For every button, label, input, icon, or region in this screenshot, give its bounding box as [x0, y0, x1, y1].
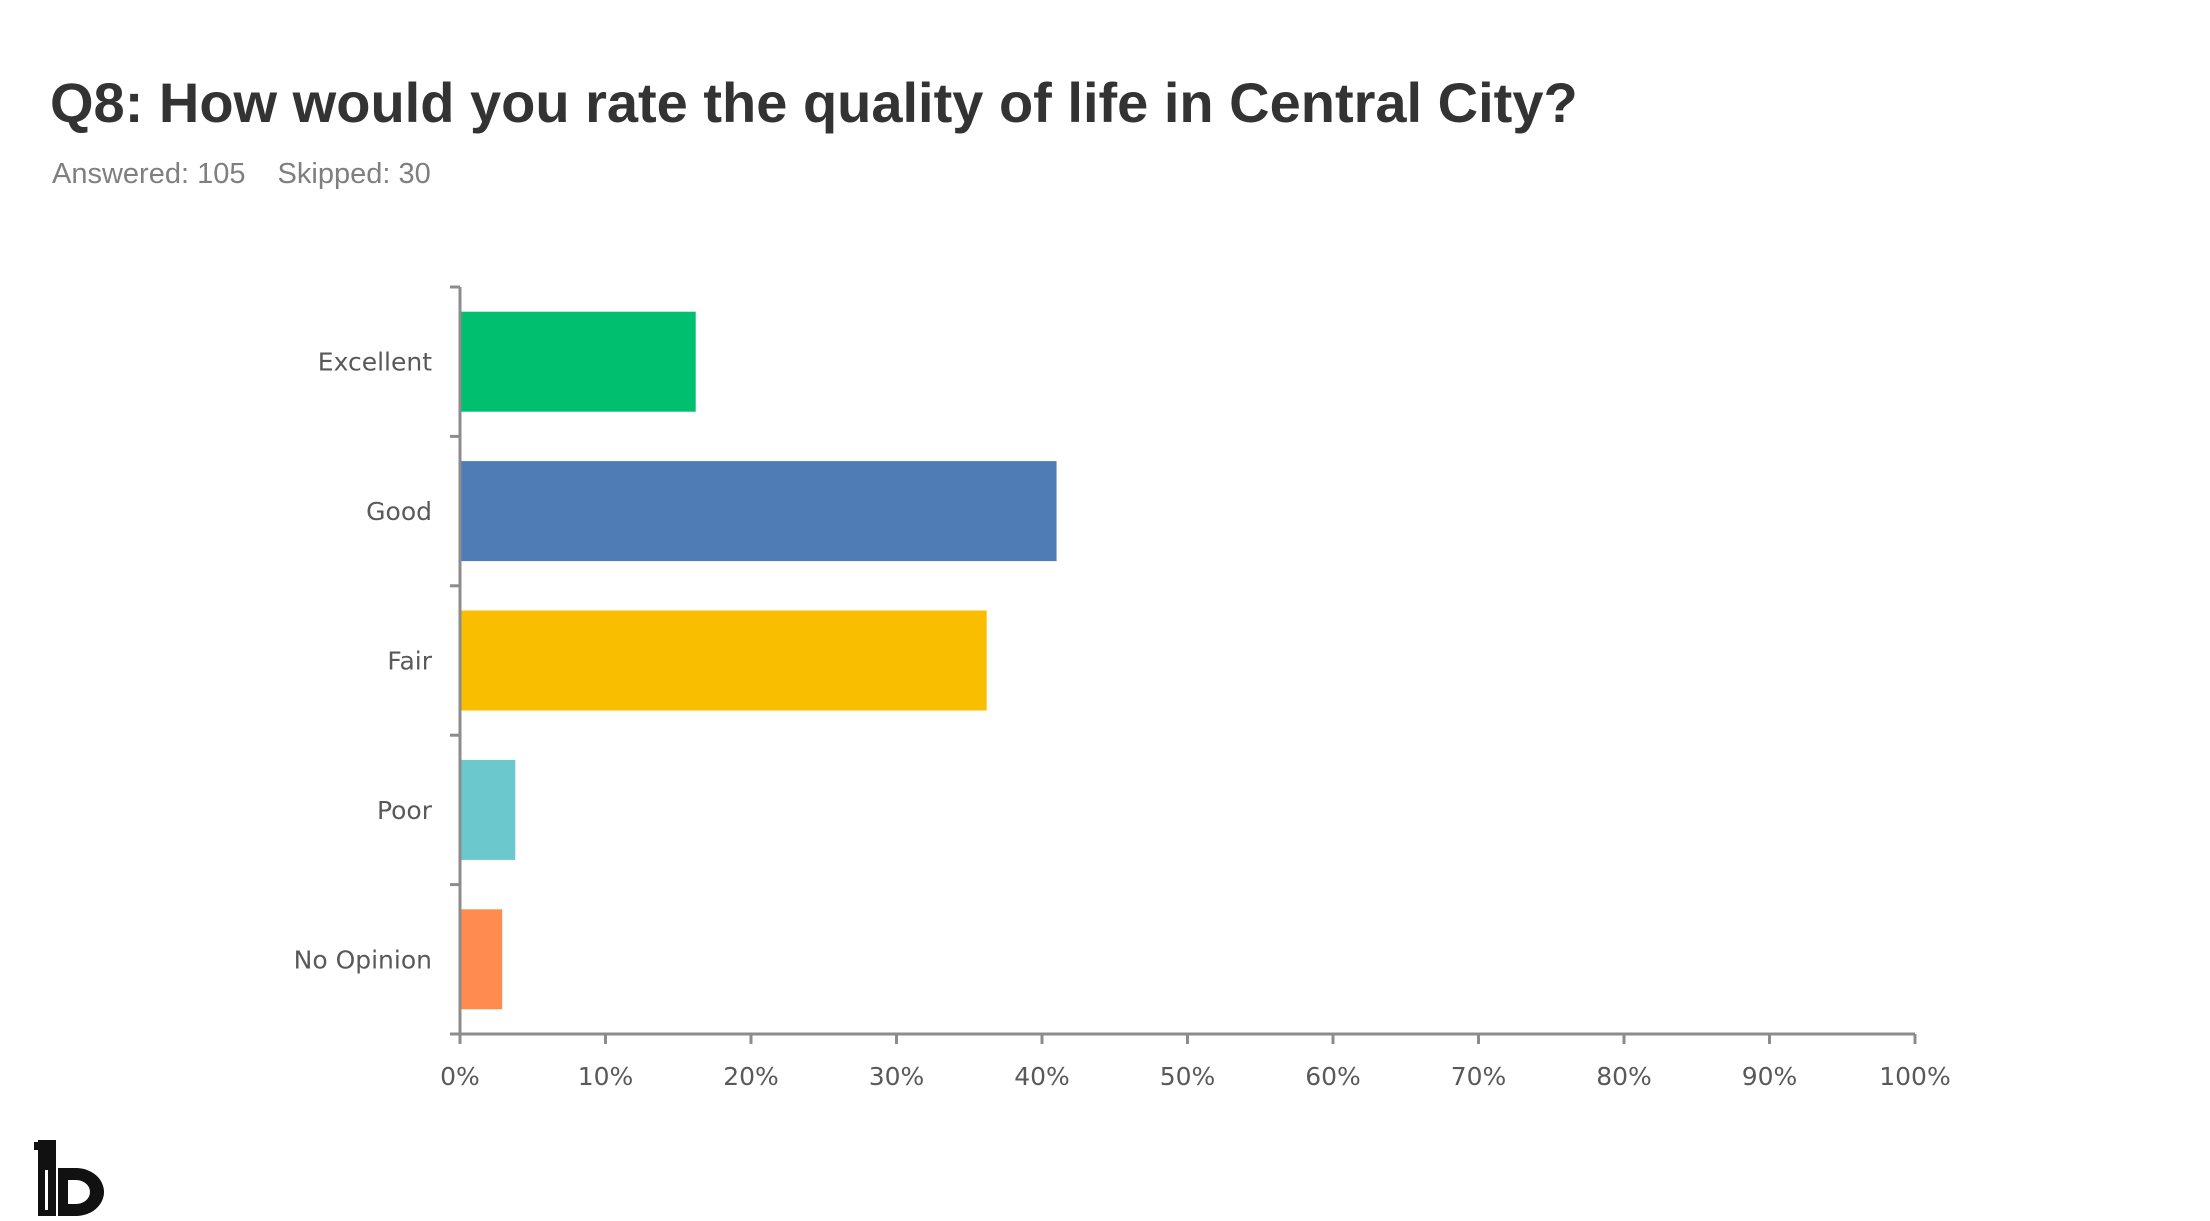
x-tick-label: 0% — [440, 1062, 480, 1091]
x-tick-label: 50% — [1160, 1062, 1216, 1091]
answered-count: Answered: 105 — [52, 158, 246, 190]
category-label: No Opinion — [294, 945, 432, 974]
x-tick-label: 20% — [723, 1062, 779, 1091]
logo-icon — [34, 1140, 104, 1216]
x-tick-label: 100% — [1879, 1062, 1950, 1091]
category-label: Fair — [387, 647, 432, 676]
x-tick-label: 30% — [869, 1062, 925, 1091]
response-summary: Answered: 105 Skipped: 30 — [52, 158, 455, 191]
skipped-count: Skipped: 30 — [277, 158, 431, 190]
category-label: Poor — [377, 796, 433, 825]
x-tick-label: 80% — [1596, 1062, 1652, 1091]
page-title: Q8: How would you rate the quality of li… — [50, 71, 1578, 134]
x-tick-label: 60% — [1305, 1062, 1361, 1091]
category-label: Good — [366, 497, 432, 526]
bar-poor — [460, 759, 516, 860]
x-tick-label: 10% — [578, 1062, 634, 1091]
bar-good — [460, 461, 1057, 562]
bar-fair — [460, 610, 987, 711]
x-tick-label: 40% — [1014, 1062, 1070, 1091]
bar-excellent — [460, 311, 696, 412]
x-tick-label: 70% — [1451, 1062, 1507, 1091]
x-tick-label: 90% — [1742, 1062, 1798, 1091]
category-label: Excellent — [318, 348, 432, 377]
bar-no-opinion — [460, 909, 503, 1010]
